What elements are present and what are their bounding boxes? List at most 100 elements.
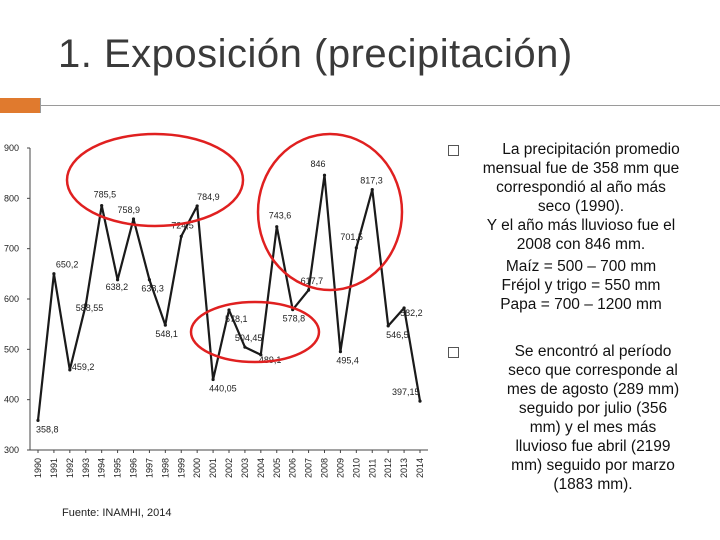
highlight-ellipse-left (65, 132, 245, 228)
data-label: 459,2 (72, 362, 95, 372)
data-label: 358,8 (36, 424, 59, 434)
x-tick-label: 1998 (160, 458, 170, 478)
title-divider-tick (40, 98, 41, 113)
bullet-line: 2008 con 846 mm. (516, 236, 646, 253)
data-label: 650,2 (56, 260, 79, 270)
data-label: 701,5 (340, 232, 363, 242)
y-tick-label: 700 (4, 244, 19, 254)
data-label: 817,3 (360, 176, 383, 186)
source-note: Fuente: INAMHI, 2014 (62, 507, 172, 519)
x-tick-label: 2000 (192, 458, 202, 478)
data-point (68, 368, 72, 372)
title-divider (40, 105, 720, 106)
bullet-line: La precipitación promedio (502, 141, 680, 158)
bullet-annual-summary: La precipitación promedio mensual fue de… (446, 140, 716, 254)
x-tick-label: 1990 (33, 458, 43, 478)
precipitation-line-chart: 300 400 500 600 700 800 900 1990 1991 1992 1993 199… (4, 132, 428, 478)
data-point (418, 399, 422, 403)
x-tick-label: 2001 (208, 458, 218, 478)
notes-panel: La precipitación promedio mensual fue de… (446, 140, 716, 494)
data-point (179, 234, 183, 238)
data-point (243, 345, 247, 349)
data-label: 724,5 (171, 220, 194, 230)
x-tick-label: 1997 (144, 458, 154, 478)
data-point (115, 278, 120, 282)
data-point (52, 272, 56, 276)
bullet-monthly-summary: Se encontró al período seco que correspo… (446, 342, 716, 494)
data-point (259, 353, 263, 357)
x-tick-label: 2010 (351, 458, 361, 478)
data-label: 743,6 (269, 211, 292, 221)
x-tick-label: 2014 (415, 458, 425, 478)
bullet-line: (1883 mm). (553, 476, 633, 493)
bullet-line: seguido por julio (356 (518, 400, 668, 417)
data-label: 588,55 (76, 303, 104, 313)
bullet-line: correspondió al año más (496, 179, 666, 196)
data-label: 578,8 (283, 314, 306, 324)
data-label: 440,05 (209, 384, 237, 394)
data-point (322, 173, 327, 177)
x-tick-label: 2007 (304, 458, 314, 478)
y-tick-label: 400 (4, 395, 19, 405)
bullet-line: lluvioso fue abril (2199 (515, 438, 671, 455)
data-label: 638,3 (141, 284, 164, 294)
x-tick-label: 1999 (176, 458, 186, 478)
data-point (163, 323, 167, 327)
accent-bar (0, 98, 40, 113)
data-label: 504,45 (235, 333, 263, 343)
x-tick-label: 1995 (113, 458, 123, 478)
data-label: 546,5 (386, 330, 409, 340)
bullet-line: Se encontró al período (514, 343, 672, 360)
crop-line-papa: Papa = 700 – 1200 mm (500, 296, 662, 313)
data-point (36, 418, 40, 423)
y-tick-label: 500 (4, 344, 19, 354)
x-tick-label: 1992 (65, 458, 75, 478)
data-point (338, 350, 343, 354)
data-label: 495,4 (336, 356, 359, 366)
y-tick-label: 300 (4, 445, 19, 455)
data-label: 758,9 (118, 205, 141, 215)
data-point (211, 377, 215, 382)
y-tick-label: 600 (4, 294, 19, 304)
x-tick-label: 2003 (240, 458, 250, 478)
data-point (131, 217, 136, 221)
y-tick-label: 900 (4, 143, 19, 153)
bullet-line: seco (1990). (537, 198, 625, 215)
data-label: 548,1 (155, 329, 178, 339)
x-tick-label: 1996 (129, 458, 139, 478)
highlight-ellipse-bottom (189, 300, 321, 364)
data-point (84, 303, 88, 307)
data-point (195, 204, 199, 208)
bullet-line: Y el año más lluvioso fue el (486, 217, 676, 234)
data-label: 638,2 (106, 282, 129, 292)
data-label: 489,1 (259, 355, 282, 365)
x-tick-label: 2005 (272, 458, 282, 478)
x-tick-label: 2004 (256, 458, 266, 478)
bullet-line: mes de agosto (289 mm) (506, 381, 680, 398)
data-label: 617,7 (301, 276, 324, 286)
x-tick-label: 1991 (49, 458, 59, 478)
data-label: 578,1 (225, 314, 248, 324)
data-label: 582,2 (400, 308, 423, 318)
data-label: 397,15 (392, 387, 420, 397)
bullet-line: mensual fue de 358 mm que (482, 160, 680, 177)
data-point (402, 306, 406, 310)
x-tick-label: 2013 (399, 458, 409, 478)
x-tick-label: 1993 (81, 458, 91, 478)
y-tick-label: 800 (4, 193, 19, 203)
data-point (370, 188, 374, 192)
data-point (386, 324, 390, 328)
highlight-ellipse-right (256, 132, 404, 292)
crop-requirements: Maíz = 500 – 700 mm Fréjol y trigo = 550… (446, 257, 716, 314)
bullet-square-icon (448, 145, 459, 156)
data-label: 784,9 (197, 192, 220, 202)
crop-line-maiz: Maíz = 500 – 700 mm (505, 258, 657, 275)
x-tick-label: 2008 (320, 458, 330, 478)
data-point (147, 278, 152, 282)
data-point (275, 225, 279, 229)
x-tick-label: 2002 (224, 458, 234, 478)
x-tick-label: 2011 (367, 459, 377, 478)
data-point (306, 288, 311, 292)
bullet-line: mm) y el mes más (529, 419, 657, 436)
x-tick-label: 2009 (335, 458, 345, 478)
